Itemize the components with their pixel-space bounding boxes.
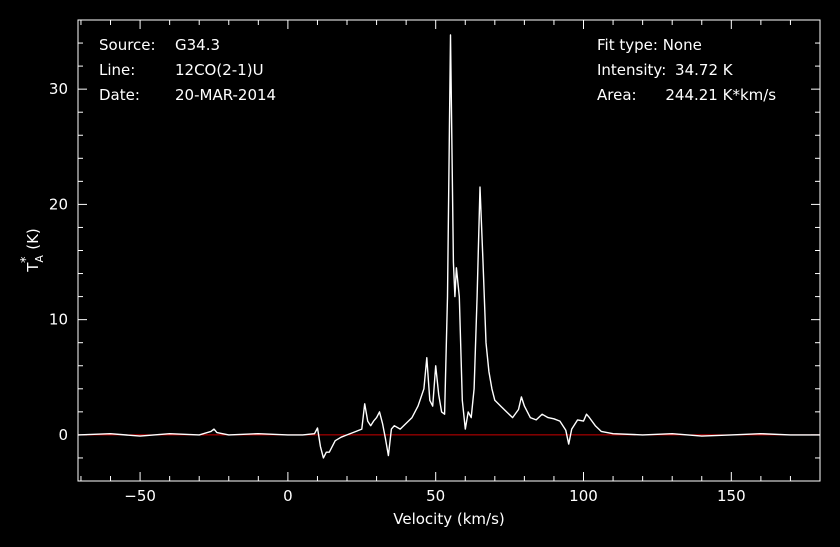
x-tick-label: 150 bbox=[717, 487, 746, 505]
fit-type-row: Fit type: None bbox=[597, 36, 702, 54]
line-row: Line: 12CO(2-1)U bbox=[99, 61, 264, 79]
date-value: 20-MAR-2014 bbox=[175, 86, 277, 104]
y-tick-label: 0 bbox=[58, 426, 68, 444]
intensity-row: Intensity: 34.72 K bbox=[597, 61, 733, 79]
x-axis-label: Velocity (km/s) bbox=[393, 510, 504, 528]
x-tick-label: 0 bbox=[283, 487, 293, 505]
date-label: Date: bbox=[99, 86, 140, 104]
spectrum-series-line bbox=[77, 34, 820, 459]
x-tick-label: 50 bbox=[426, 487, 445, 505]
line-label: Line: bbox=[99, 61, 136, 79]
intensity-label: Intensity: bbox=[597, 61, 667, 79]
y-tick-label: 20 bbox=[49, 195, 68, 213]
y-tick-label: 10 bbox=[49, 311, 68, 329]
source-value: G34.3 bbox=[175, 36, 221, 54]
area-row: Area: 244.21 K*km/s bbox=[597, 86, 776, 104]
date-row: Date: 20-MAR-2014 bbox=[99, 86, 276, 104]
x-tick-label: −50 bbox=[124, 487, 156, 505]
y-tick-label: 30 bbox=[49, 80, 68, 98]
x-tick-label: 100 bbox=[569, 487, 598, 505]
y-axis-label: TA* (K) bbox=[19, 228, 46, 273]
source-row: Source: G34.3 bbox=[99, 36, 220, 54]
area-label: Area: bbox=[597, 86, 637, 104]
intensity-value: 34.72 K bbox=[675, 61, 733, 79]
fit-type-value: None bbox=[662, 36, 702, 54]
fit-type-label: Fit type: bbox=[597, 36, 658, 54]
svg-text:TA* (K): TA* (K) bbox=[19, 228, 46, 273]
source-label: Source: bbox=[99, 36, 156, 54]
line-value: 12CO(2-1)U bbox=[175, 61, 264, 79]
area-value: 244.21 K*km/s bbox=[665, 86, 777, 104]
